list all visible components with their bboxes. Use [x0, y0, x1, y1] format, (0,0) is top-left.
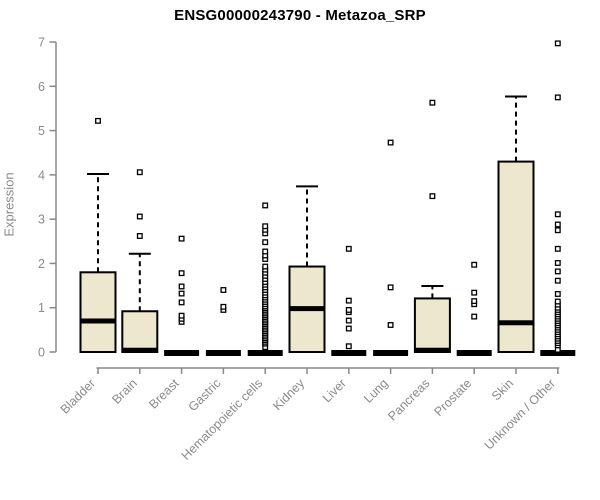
outlier-breast [178, 290, 185, 297]
box-skin [497, 160, 535, 353]
y-tick-label: 1 [38, 301, 45, 315]
outlier-breast [178, 270, 185, 277]
outlier-breast [178, 283, 185, 290]
outlier-breast [178, 235, 185, 242]
box-breast [164, 350, 200, 356]
outlier-liver [345, 245, 352, 252]
x-tick-label-kidney: Kidney [270, 376, 307, 413]
outlier-prostate [471, 289, 478, 296]
y-tick-label: 4 [38, 168, 45, 182]
box-hematopoietic-cells [247, 350, 283, 356]
y-tick-label: 7 [38, 36, 45, 50]
outlier-brain [136, 233, 143, 239]
box-unknown-other [540, 350, 576, 356]
x-tick-label-pancreas: Pancreas [385, 376, 432, 423]
median-kidney [289, 306, 325, 312]
outlier-prostate [471, 298, 478, 305]
outlier-lung [387, 139, 394, 146]
outlier-unknown-other [554, 221, 561, 228]
y-tick-label: 3 [38, 213, 45, 227]
box-lung [373, 350, 409, 356]
median-brain [122, 347, 158, 353]
outlier-hematopoietic-cells [262, 202, 269, 209]
outlier-prostate [471, 313, 478, 320]
box-prostate [456, 350, 492, 356]
outlier-gastric [220, 287, 227, 293]
outlier-lung [387, 284, 394, 291]
box-liver [331, 350, 367, 356]
y-tick-label: 2 [38, 257, 45, 271]
outlier-lung [387, 322, 394, 328]
outlier-hematopoietic-cells [262, 223, 269, 230]
median-pancreas [414, 347, 450, 353]
outlier-hematopoietic-cells [262, 239, 269, 246]
median-bladder [80, 318, 116, 324]
x-tick-label-breast: Breast [146, 376, 182, 412]
outlier-unknown-other [554, 227, 561, 234]
outlier-pancreas [429, 99, 436, 106]
outlier-pancreas [429, 193, 436, 200]
median-skin [498, 320, 534, 326]
outlier-brain [136, 213, 143, 220]
outlier-unknown-other [554, 277, 561, 284]
outlier-hematopoietic-cells [262, 248, 269, 255]
box-brain [121, 310, 159, 353]
outlier-unknown-other [554, 291, 561, 297]
outlier-liver [345, 306, 352, 313]
outlier-liver [345, 343, 352, 350]
x-tick-label-unknown-other: Unknown / Other [482, 376, 558, 452]
box-gastric [205, 350, 241, 356]
y-tick-label: 5 [38, 124, 45, 138]
outlier-unknown-other [554, 298, 561, 305]
x-tick-label-gastric: Gastric [186, 376, 224, 414]
x-tick-label-liver: Liver [320, 376, 349, 405]
outlier-bladder [95, 117, 101, 124]
outlier-gastric [220, 303, 227, 310]
outlier-liver [345, 317, 352, 324]
outlier-prostate [471, 261, 478, 268]
outlier-unknown-other [554, 260, 561, 266]
box-pancreas [413, 297, 451, 354]
x-tick-label-lung: Lung [361, 376, 391, 406]
outlier-liver [345, 325, 352, 332]
y-tick-label: 6 [38, 80, 45, 94]
outlier-unknown-other [554, 40, 561, 47]
outlier-liver [345, 297, 352, 304]
outlier-unknown-other [554, 211, 561, 218]
box-bladder [79, 271, 117, 353]
outlier-brain [136, 169, 143, 176]
x-tick-label-hematopoietic-cells: Hematopoietic cells [179, 376, 266, 463]
x-tick-label-prostate: Prostate [431, 376, 474, 419]
outlier-breast [178, 299, 185, 306]
x-tick-label-brain: Brain [109, 376, 140, 407]
outlier-unknown-other [554, 268, 561, 275]
outlier-unknown-other [554, 245, 561, 252]
outlier-hematopoietic-cells [262, 263, 269, 270]
outlier-breast [178, 312, 185, 319]
x-tick-label-skin: Skin [489, 376, 516, 403]
outlier-unknown-other [554, 94, 561, 101]
x-tick-label-bladder: Bladder [58, 376, 98, 416]
chart-title: ENSG00000243790 - Metazoa_SRP [174, 7, 426, 24]
y-tick-label: 0 [38, 346, 45, 360]
